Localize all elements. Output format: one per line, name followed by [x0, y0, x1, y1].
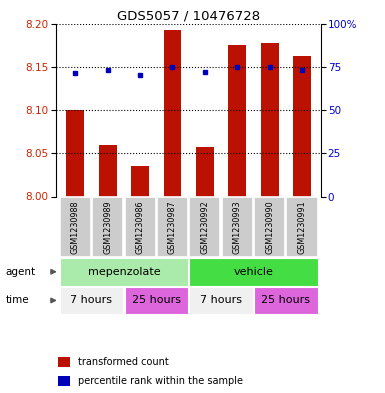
FancyBboxPatch shape [189, 197, 220, 257]
Text: mepenzolate: mepenzolate [87, 267, 160, 277]
Text: 25 hours: 25 hours [132, 296, 181, 305]
Text: GSM1230991: GSM1230991 [298, 200, 306, 254]
FancyBboxPatch shape [189, 258, 318, 286]
Bar [261, 42, 279, 196]
Text: GSM1230987: GSM1230987 [168, 200, 177, 254]
Text: GSM1230988: GSM1230988 [71, 200, 80, 254]
FancyBboxPatch shape [92, 197, 123, 257]
Bar [66, 110, 84, 196]
Text: GSM1230986: GSM1230986 [136, 200, 144, 254]
Title: GDS5057 / 10476728: GDS5057 / 10476728 [117, 9, 260, 22]
Text: GSM1230992: GSM1230992 [200, 200, 209, 254]
Bar [196, 147, 214, 196]
FancyBboxPatch shape [254, 197, 285, 257]
Bar [59, 357, 70, 367]
Text: 7 hours: 7 hours [70, 296, 112, 305]
FancyBboxPatch shape [286, 197, 318, 257]
Text: 25 hours: 25 hours [261, 296, 310, 305]
Bar [59, 376, 70, 386]
Bar [164, 29, 181, 196]
Text: GSM1230989: GSM1230989 [103, 200, 112, 254]
Text: agent: agent [6, 267, 36, 277]
Bar [228, 45, 246, 196]
Text: percentile rank within the sample: percentile rank within the sample [79, 376, 243, 386]
Text: 7 hours: 7 hours [200, 296, 242, 305]
Bar [131, 166, 149, 196]
Text: vehicle: vehicle [234, 267, 273, 277]
FancyBboxPatch shape [60, 197, 91, 257]
Text: transformed count: transformed count [79, 357, 169, 367]
FancyBboxPatch shape [254, 286, 318, 314]
FancyBboxPatch shape [157, 197, 188, 257]
Bar [293, 55, 311, 196]
FancyBboxPatch shape [222, 197, 253, 257]
FancyBboxPatch shape [124, 286, 188, 314]
Text: time: time [6, 296, 29, 305]
FancyBboxPatch shape [60, 258, 188, 286]
Bar [99, 145, 117, 196]
FancyBboxPatch shape [124, 197, 156, 257]
FancyBboxPatch shape [189, 286, 253, 314]
Text: GSM1230993: GSM1230993 [233, 200, 242, 254]
Text: GSM1230990: GSM1230990 [265, 200, 274, 254]
FancyBboxPatch shape [60, 286, 123, 314]
